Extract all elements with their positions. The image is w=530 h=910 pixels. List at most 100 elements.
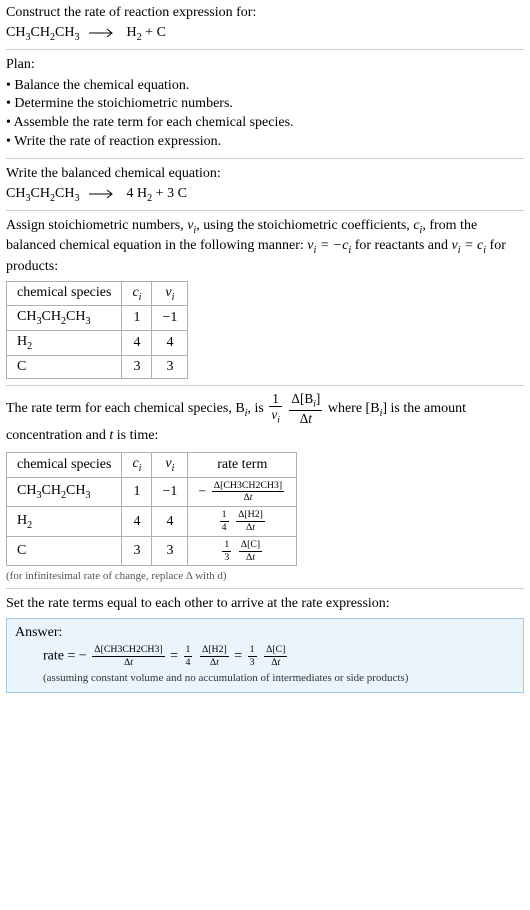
equals: = (170, 649, 181, 664)
table-row: C 3 3 (7, 355, 188, 378)
equals: = − (67, 649, 86, 664)
neg-sign: − (198, 484, 206, 499)
rule-prod: νi = ci (452, 238, 487, 253)
cell-species: H2 (7, 507, 122, 537)
rateterm-intro: The rate term for each chemical species,… (6, 392, 524, 448)
table-row: H2 4 4 1 4 Δ[H2] Δt (7, 507, 297, 537)
product-h2: H2 (127, 25, 142, 40)
frac-dPropane-dt: Δ[CH3CH2CH3] Δt (212, 481, 284, 504)
table-header-row: chemical species ci νi (7, 281, 188, 306)
text: The rate term for each chemical species,… (6, 401, 245, 416)
rule-react: νi = −ci (307, 238, 351, 253)
text: is time: (113, 428, 158, 443)
answer-title: Answer: (15, 625, 515, 641)
nu-i: νi (187, 218, 196, 233)
cell-rateterm: − Δ[CH3CH2CH3] Δt (188, 477, 297, 507)
divider (6, 210, 524, 211)
plan-item: • Balance the chemical equation. (6, 77, 524, 96)
col-nui: νi (152, 452, 188, 477)
plan-item-text: Assemble the rate term for each chemical… (14, 115, 294, 130)
divider (6, 588, 524, 589)
product-c: C (157, 25, 166, 40)
cell-ci: 4 (122, 331, 152, 356)
col-nui: νi (152, 281, 188, 306)
reactant-propane: CH3CH2CH3 (6, 186, 80, 201)
stoich-table: chemical species ci νi CH3CH2CH3 1 −1 H2… (6, 281, 188, 379)
plan-item: • Assemble the rate term for each chemic… (6, 114, 524, 133)
frac-coef: 13 (248, 645, 257, 668)
cell-nui: −1 (152, 477, 188, 507)
cell-nui: −1 (152, 306, 188, 331)
reactant-propane: CH3CH2CH3 (6, 25, 80, 40)
col-rateterm: rate term (188, 452, 297, 477)
unbalanced-equation: CH3CH2CH3 H2 + C (6, 25, 524, 43)
cell-nui: 3 (152, 355, 188, 378)
col-species: chemical species (7, 452, 122, 477)
col-ci: ci (122, 452, 152, 477)
frac-dBi-dt: Δ[Bi] Δt (289, 392, 322, 426)
text: , is (247, 401, 267, 416)
plan-item: • Determine the stoichiometric numbers. (6, 95, 524, 114)
equals: = (234, 649, 245, 664)
rate-label: rate (43, 649, 64, 664)
frac-dH2-dt: Δ[H2] Δt (200, 645, 229, 668)
reaction-arrow-icon (89, 28, 117, 38)
divider (6, 158, 524, 159)
cell-nui: 4 (152, 331, 188, 356)
plan-item-text: Write the rate of reaction expression. (14, 134, 221, 149)
plan-item-text: Determine the stoichiometric numbers. (14, 96, 233, 111)
divider (6, 49, 524, 50)
cell-ci: 1 (122, 306, 152, 331)
answer-box: Answer: rate = − Δ[CH3CH2CH3] Δt = 14 Δ[… (6, 618, 524, 693)
product-c: C (178, 186, 187, 201)
construct-prompt: Construct the rate of reaction expressio… (6, 4, 524, 23)
coeff-h2: 4 (127, 186, 134, 201)
col-ci: ci (122, 281, 152, 306)
plan-title: Plan: (6, 56, 524, 75)
page: Construct the rate of reaction expressio… (0, 0, 530, 703)
frac-coef: 14 (184, 645, 193, 668)
frac-dH2-dt: Δ[H2] Δt (236, 510, 265, 533)
cell-nui: 3 (152, 536, 188, 566)
plan-item: • Write the rate of reaction expression. (6, 133, 524, 152)
text: Assign stoichiometric numbers, (6, 218, 187, 233)
cell-species: C (7, 355, 122, 378)
table-row: CH3CH2CH3 1 −1 (7, 306, 188, 331)
c-i: ci (413, 218, 422, 233)
coeff-c: 3 (167, 186, 174, 201)
table-row: H2 4 4 (7, 331, 188, 356)
divider (6, 385, 524, 386)
cell-nui: 4 (152, 507, 188, 537)
text: where [B (328, 401, 380, 416)
delta-note: (for infinitesimal rate of change, repla… (6, 570, 524, 582)
plan-list: • Balance the chemical equation. • Deter… (6, 77, 524, 153)
cell-species: C (7, 536, 122, 566)
frac-dPropane-dt: Δ[CH3CH2CH3] Δt (92, 645, 164, 668)
cell-ci: 4 (122, 507, 152, 537)
cell-species: H2 (7, 331, 122, 356)
plus: + (145, 25, 156, 40)
plus: + (156, 186, 167, 201)
frac-dC-dt: Δ[C] Δt (239, 540, 262, 563)
rate-expression: rate = − Δ[CH3CH2CH3] Δt = 14 Δ[H2] Δt =… (15, 645, 515, 668)
setequal-text: Set the rate terms equal to each other t… (6, 595, 524, 614)
frac-one-over-nu: 1 νi (269, 392, 282, 426)
text: for reactants and (351, 238, 451, 253)
table-header-row: chemical species ci νi rate term (7, 452, 297, 477)
frac-coef: 1 3 (222, 540, 231, 563)
cell-ci: 3 (122, 355, 152, 378)
frac-coef: 1 4 (220, 510, 229, 533)
cell-ci: 3 (122, 536, 152, 566)
cell-species: CH3CH2CH3 (7, 306, 122, 331)
table-row: CH3CH2CH3 1 −1 − Δ[CH3CH2CH3] Δt (7, 477, 297, 507)
table-row: C 3 3 1 3 Δ[C] Δt (7, 536, 297, 566)
balanced-intro: Write the balanced chemical equation: (6, 165, 524, 184)
answer-assumption: (assuming constant volume and no accumul… (15, 672, 515, 684)
col-species: chemical species (7, 281, 122, 306)
plan-item-text: Balance the chemical equation. (14, 78, 189, 93)
cell-rateterm: 1 4 Δ[H2] Δt (188, 507, 297, 537)
text: , using the stoichiometric coefficients, (196, 218, 413, 233)
stoich-intro: Assign stoichiometric numbers, νi, using… (6, 217, 524, 277)
cell-ci: 1 (122, 477, 152, 507)
cell-species: CH3CH2CH3 (7, 477, 122, 507)
